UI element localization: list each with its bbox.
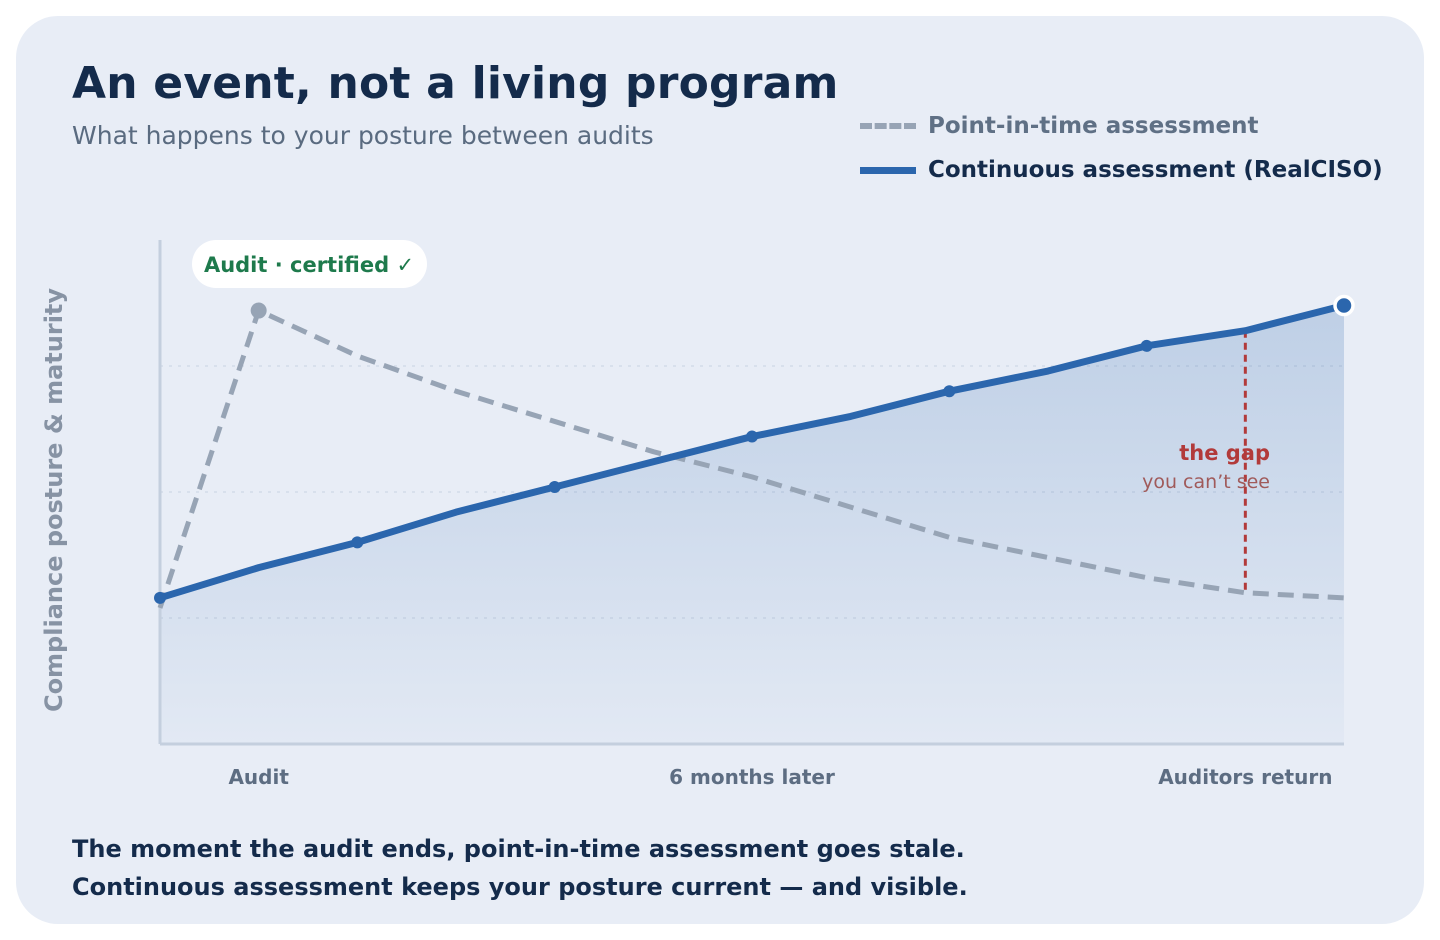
x-tick-label-1: Audit [228, 765, 289, 789]
legend-label-continuous: Continuous assessment (RealCISO) [928, 157, 1383, 183]
series-layer [154, 294, 1355, 609]
continuous-point-2 [351, 536, 364, 549]
audit-peak-point [250, 302, 267, 319]
legend-swatch-dashed [860, 123, 916, 129]
continuous-point-10 [1140, 339, 1153, 352]
page-subtitle: What happens to your posture between aud… [72, 121, 654, 150]
legend-item-continuous: Continuous assessment (RealCISO) [860, 148, 1383, 192]
x-tick-label-3: Auditors return [1158, 765, 1332, 789]
legend-label-point-in-time: Point-in-time assessment [928, 113, 1259, 139]
footer-line-2: Continuous assessment keeps your posture… [72, 873, 968, 901]
gap-annotation-subtitle: you can’t see [1142, 471, 1270, 493]
continuous-point-8 [943, 385, 956, 398]
x-tick-label-2: 6 months later [669, 765, 835, 789]
continuous-point-4 [548, 480, 561, 493]
legend: Point-in-time assessment Continuous asse… [860, 104, 1383, 192]
y-axis-label: Compliance posture & maturity [40, 288, 68, 712]
continuous-endpoint [1333, 294, 1355, 317]
annotations-layer: Audit · certified ✓ the gap you can’t se… [192, 240, 1270, 493]
series-line-point-in-time [157, 308, 1345, 609]
certified-pill [192, 240, 427, 288]
continuous-point-0 [154, 591, 166, 604]
legend-item-point-in-time: Point-in-time assessment [860, 104, 1383, 148]
legend-swatch-solid [860, 166, 916, 174]
certified-annotation: Audit · certified ✓ [204, 253, 414, 277]
footer-line-1: The moment the audit ends, point-in-time… [72, 835, 965, 863]
continuous-area-fill [160, 305, 1344, 744]
footer-text: The moment the audit ends, point-in-time… [72, 830, 968, 906]
gap-annotation-title: the gap [1179, 441, 1270, 465]
x-tick-labels: Audit 6 months later Auditors return [228, 765, 1332, 789]
continuous-point-6 [746, 430, 758, 443]
page-title: An event, not a living program [72, 58, 839, 109]
